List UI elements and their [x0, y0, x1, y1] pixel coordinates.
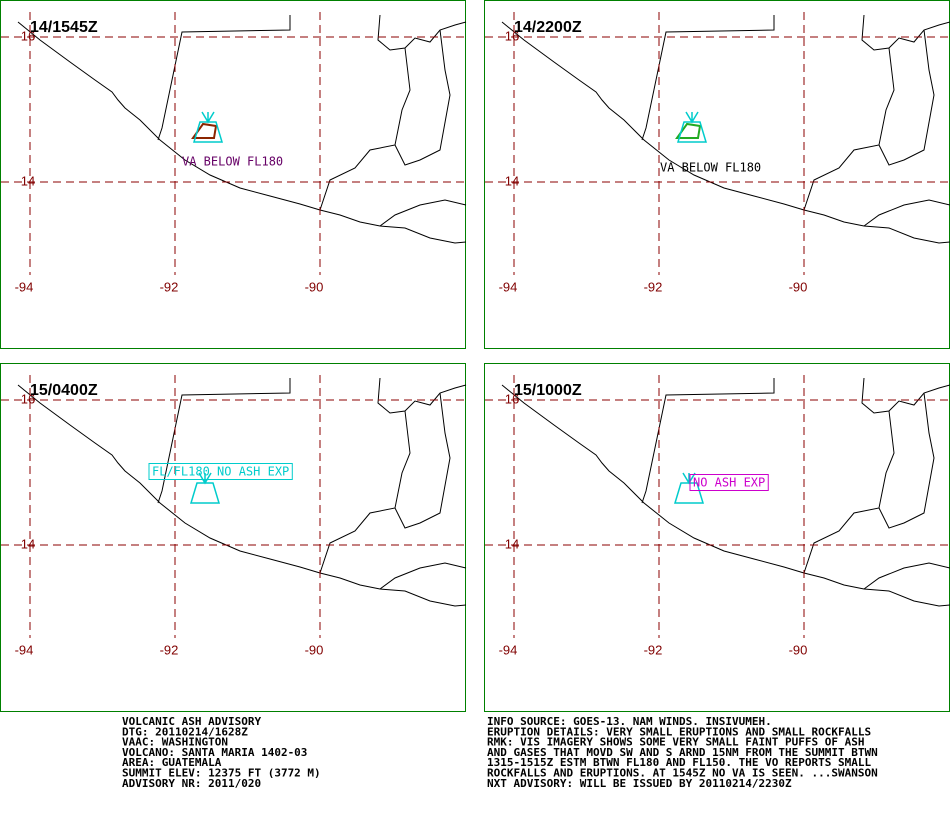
lon-label: -94 — [499, 642, 518, 657]
lon-label: -90 — [789, 642, 808, 657]
lat-label: 14 — [505, 536, 519, 551]
lon-label: -92 — [644, 279, 663, 294]
lon-label: -94 — [15, 279, 34, 294]
advisory-line: NXT ADVISORY: WILL BE ISSUED BY 20110214… — [487, 777, 792, 790]
lon-label: -92 — [644, 642, 663, 657]
ash-annotation: VA BELOW FL180 — [182, 155, 283, 169]
panel-border — [1, 364, 466, 712]
lat-label: 14 — [21, 173, 35, 188]
panel-border — [485, 1, 950, 349]
panel-time: 15/0400Z — [30, 382, 98, 399]
panel-border — [485, 364, 950, 712]
lon-label: -90 — [305, 279, 324, 294]
advisory-line: ADVISORY NR: 2011/020 — [122, 777, 261, 790]
panel-time: 14/2200Z — [514, 19, 582, 36]
lon-label: -92 — [160, 279, 179, 294]
ash-annotation: NO ASH EXP — [693, 476, 765, 490]
lon-label: -94 — [15, 642, 34, 657]
lon-label: -90 — [789, 279, 808, 294]
ash-annotation: VA BELOW FL180 — [660, 161, 761, 175]
lon-label: -94 — [499, 279, 518, 294]
lat-label: 14 — [21, 536, 35, 551]
lat-label: 14 — [505, 173, 519, 188]
panel-time: 15/1000Z — [514, 382, 582, 399]
panel-time: 14/1545Z — [30, 19, 98, 36]
panel-border — [1, 1, 466, 349]
lon-label: -90 — [305, 642, 324, 657]
ash-annotation: FL/FL180 NO ASH EXP — [152, 465, 289, 479]
lon-label: -92 — [160, 642, 179, 657]
